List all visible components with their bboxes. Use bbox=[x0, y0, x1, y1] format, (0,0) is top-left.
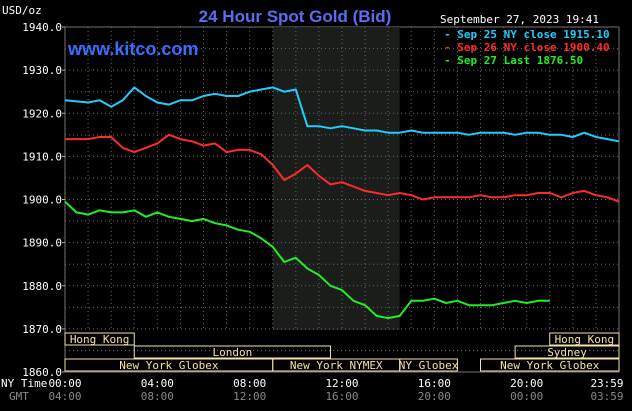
x-axis-label-ny: NY Time bbox=[1, 377, 47, 390]
series-line bbox=[64, 86, 619, 143]
x-tick-label-gmt: 16:00 bbox=[325, 390, 358, 403]
market-bar bbox=[133, 345, 331, 359]
session-highlight bbox=[272, 27, 400, 330]
x-tick-label-gmt: 20:00 bbox=[418, 390, 451, 403]
x-tick-label-gmt: 08:00 bbox=[141, 390, 174, 403]
series-lines bbox=[64, 86, 620, 320]
series-line bbox=[65, 133, 620, 203]
market-label: Hong Kong bbox=[70, 333, 130, 346]
x-tick-label: 04:00 bbox=[141, 377, 174, 390]
x-tick-label-gmt: 00:00 bbox=[510, 390, 543, 403]
timestamp: September 27, 2023 19:41 bbox=[440, 13, 599, 26]
market-bar bbox=[480, 358, 620, 372]
market-label: London bbox=[212, 346, 252, 359]
x-tick-label: 12:00 bbox=[325, 377, 358, 390]
x-tick-label: 16:00 bbox=[418, 377, 451, 390]
market-bar bbox=[399, 358, 458, 372]
y-tick-label: 1890.0 bbox=[22, 237, 62, 250]
market-label: New York NYMEX bbox=[290, 359, 383, 372]
x-axis-label-gmt: GMT bbox=[9, 390, 29, 403]
y-tick-label: 1940.0 bbox=[22, 21, 62, 34]
y-axis-label: USD/oz bbox=[2, 4, 42, 17]
chart-title: 24 Hour Spot Gold (Bid) bbox=[199, 7, 392, 26]
legend-entry: - Sep 26 NY close 1900.40 bbox=[444, 41, 610, 54]
market-label: Sydney bbox=[547, 346, 587, 359]
y-tick-label: 1900.0 bbox=[22, 194, 62, 207]
x-tick-label: 08:00 bbox=[233, 377, 266, 390]
x-tick-label-gmt: 04:00 bbox=[48, 390, 81, 403]
y-axis-ticks: 1940.0 1930.0 1920.0 1910.0 1900.0 1890.0 1880… bbox=[22, 21, 65, 379]
x-tick-label: 23:59 bbox=[590, 377, 623, 390]
y-tick-label: 1870.0 bbox=[22, 323, 62, 336]
brand-watermark: www.kitco.com bbox=[67, 39, 198, 59]
legend-entry: - Sep 27 Last 1876.50 bbox=[444, 54, 583, 67]
y-tick-label: 1860.0 bbox=[22, 366, 62, 379]
series-line bbox=[64, 200, 550, 320]
market-bar bbox=[514, 345, 620, 359]
legend: - Sep 25 NY close 1915.10- Sep 26 NY clo… bbox=[444, 28, 610, 67]
x-axis-ticks: 00:00 04:00 08:00 12:00 16:00 20:00 23:5904:00… bbox=[48, 377, 623, 403]
x-tick-label: 20:00 bbox=[510, 377, 543, 390]
market-bar bbox=[64, 332, 135, 346]
market-label: New York Globex bbox=[119, 359, 219, 372]
x-tick-label: 00:00 bbox=[48, 377, 81, 390]
market-bar bbox=[549, 332, 620, 346]
market-label: Hong Kong bbox=[555, 333, 615, 346]
y-tick-label: 1930.0 bbox=[22, 64, 62, 77]
y-tick-label: 1910.0 bbox=[22, 150, 62, 163]
grid bbox=[64, 26, 620, 373]
market-label: NY Globex bbox=[399, 359, 459, 372]
legend-entry: - Sep 25 NY close 1915.10 bbox=[444, 28, 610, 41]
y-tick-label: 1880.0 bbox=[22, 280, 62, 293]
market-label: New York Globex bbox=[500, 359, 600, 372]
x-tick-label-gmt: 03:59 bbox=[590, 390, 623, 403]
y-tick-label: 1920.0 bbox=[22, 107, 62, 120]
x-tick-label-gmt: 12:00 bbox=[233, 390, 266, 403]
